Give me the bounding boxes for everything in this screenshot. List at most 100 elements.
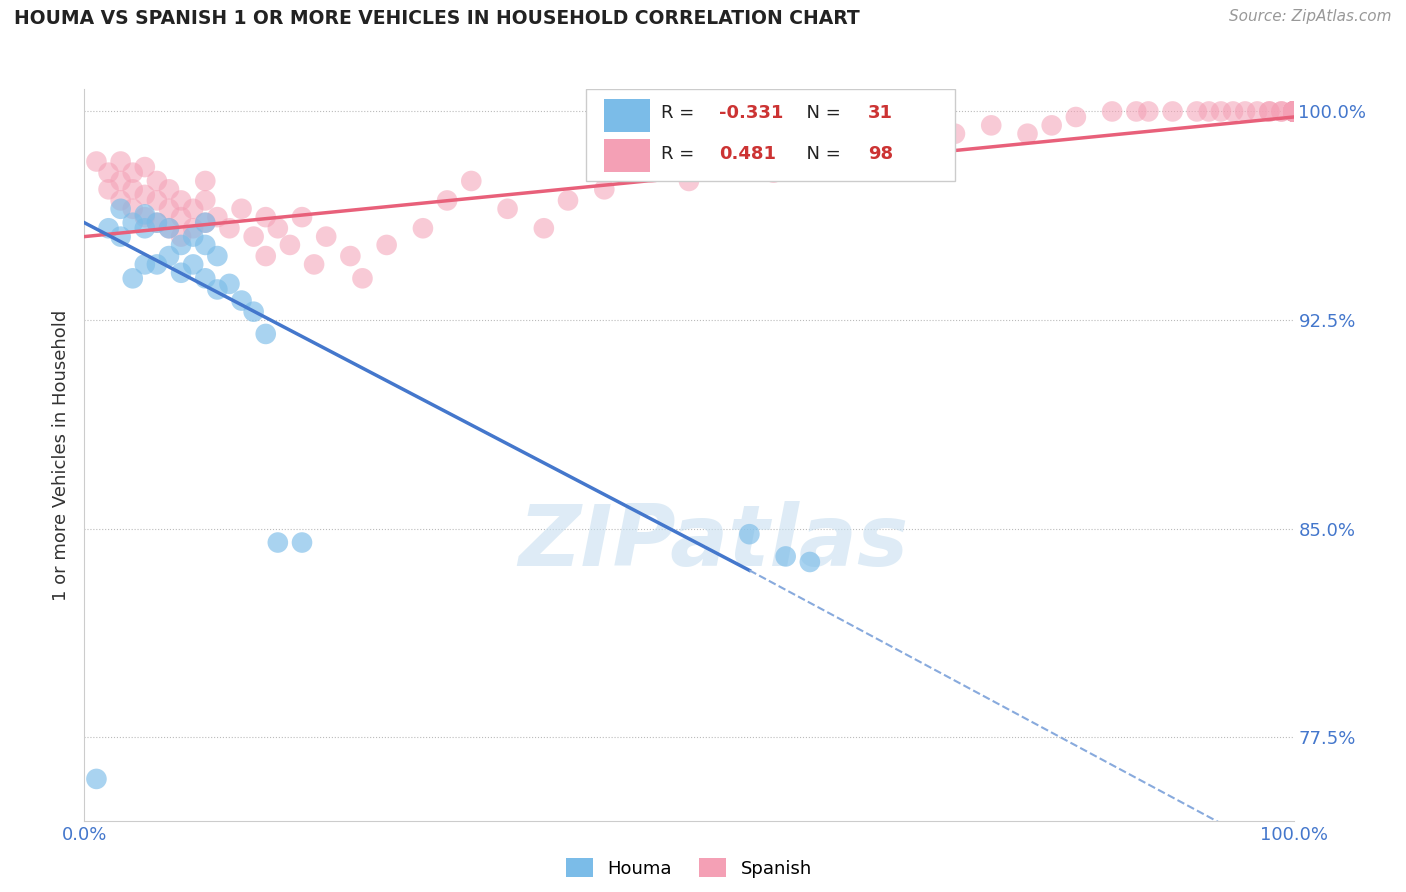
- Point: [134, 207, 156, 221]
- Point: [242, 229, 264, 244]
- Point: [1064, 110, 1087, 124]
- Point: [134, 160, 156, 174]
- Point: [242, 304, 264, 318]
- Point: [1282, 104, 1305, 119]
- Point: [146, 216, 169, 230]
- Text: N =: N =: [796, 104, 846, 122]
- Point: [218, 277, 240, 291]
- Point: [231, 202, 253, 216]
- Point: [254, 249, 277, 263]
- Point: [157, 202, 180, 216]
- Point: [980, 119, 1002, 133]
- Point: [1282, 104, 1305, 119]
- Point: [1270, 104, 1292, 119]
- Point: [110, 174, 132, 188]
- Point: [315, 229, 337, 244]
- Point: [1282, 104, 1305, 119]
- Point: [1282, 104, 1305, 119]
- Point: [1270, 104, 1292, 119]
- Point: [1282, 104, 1305, 119]
- Y-axis label: 1 or more Vehicles in Household: 1 or more Vehicles in Household: [52, 310, 70, 600]
- Point: [157, 249, 180, 263]
- Point: [302, 257, 325, 271]
- Point: [436, 194, 458, 208]
- Point: [194, 174, 217, 188]
- Point: [1258, 104, 1281, 119]
- Point: [157, 221, 180, 235]
- Point: [207, 282, 229, 296]
- Point: [110, 194, 132, 208]
- Point: [291, 210, 314, 224]
- Text: 0.481: 0.481: [720, 145, 776, 162]
- Text: R =: R =: [661, 104, 700, 122]
- Point: [121, 182, 143, 196]
- Point: [231, 293, 253, 308]
- Point: [1282, 104, 1305, 119]
- Point: [1282, 104, 1305, 119]
- FancyBboxPatch shape: [586, 89, 955, 180]
- Point: [1282, 104, 1305, 119]
- Point: [859, 146, 882, 161]
- Point: [1234, 104, 1257, 119]
- Point: [1282, 104, 1305, 119]
- Point: [194, 216, 217, 230]
- Point: [799, 555, 821, 569]
- Point: [110, 154, 132, 169]
- Point: [194, 194, 217, 208]
- Point: [97, 182, 120, 196]
- Point: [254, 210, 277, 224]
- Point: [157, 221, 180, 235]
- Point: [1282, 104, 1305, 119]
- Point: [1125, 104, 1147, 119]
- Point: [1282, 104, 1305, 119]
- Point: [496, 202, 519, 216]
- Point: [1246, 104, 1268, 119]
- Point: [1258, 104, 1281, 119]
- Point: [181, 229, 204, 244]
- Point: [714, 160, 737, 174]
- Point: [291, 535, 314, 549]
- Point: [375, 238, 398, 252]
- Point: [557, 194, 579, 208]
- Point: [134, 187, 156, 202]
- Point: [110, 202, 132, 216]
- Point: [207, 249, 229, 263]
- Point: [134, 221, 156, 235]
- Point: [181, 221, 204, 235]
- Point: [412, 221, 434, 235]
- Point: [181, 202, 204, 216]
- Point: [1282, 104, 1305, 119]
- Point: [1282, 104, 1305, 119]
- Point: [1282, 104, 1305, 119]
- Point: [146, 194, 169, 208]
- Point: [799, 154, 821, 169]
- Text: R =: R =: [661, 145, 700, 162]
- Point: [533, 221, 555, 235]
- Point: [170, 210, 193, 224]
- Point: [1282, 104, 1305, 119]
- Point: [1209, 104, 1232, 119]
- Text: HOUMA VS SPANISH 1 OR MORE VEHICLES IN HOUSEHOLD CORRELATION CHART: HOUMA VS SPANISH 1 OR MORE VEHICLES IN H…: [14, 9, 860, 28]
- Point: [146, 216, 169, 230]
- Point: [110, 229, 132, 244]
- Text: 31: 31: [868, 104, 893, 122]
- Point: [678, 174, 700, 188]
- Point: [1101, 104, 1123, 119]
- Point: [121, 202, 143, 216]
- Point: [97, 221, 120, 235]
- Point: [170, 194, 193, 208]
- Point: [207, 210, 229, 224]
- FancyBboxPatch shape: [605, 139, 650, 172]
- Point: [121, 166, 143, 180]
- Point: [121, 271, 143, 285]
- Point: [181, 257, 204, 271]
- Legend: Houma, Spanish: Houma, Spanish: [558, 851, 820, 885]
- Point: [1185, 104, 1208, 119]
- Text: -0.331: -0.331: [720, 104, 783, 122]
- Point: [762, 166, 785, 180]
- Point: [134, 257, 156, 271]
- Point: [1222, 104, 1244, 119]
- Point: [267, 535, 290, 549]
- Point: [1198, 104, 1220, 119]
- Point: [1017, 127, 1039, 141]
